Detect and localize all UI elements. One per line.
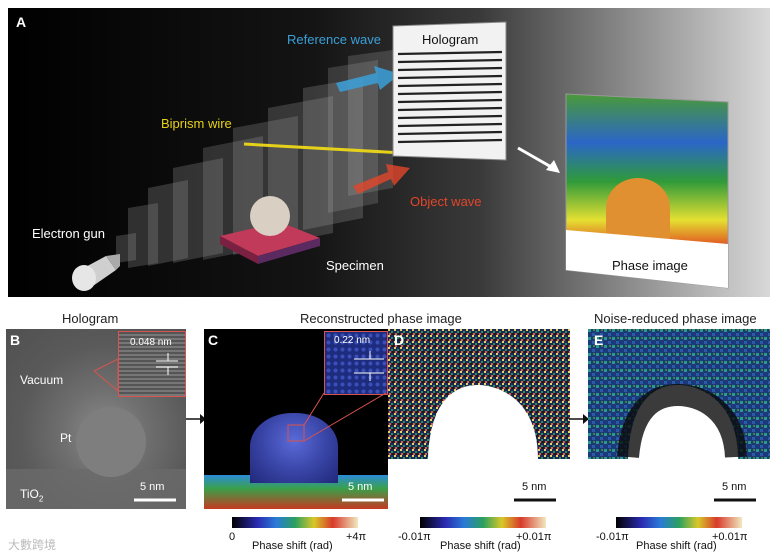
inset-spacing-label: 0.048 nm <box>130 337 172 348</box>
electron-gun-label: Electron gun <box>32 226 105 241</box>
panel-e: E 5 nm <box>588 329 770 509</box>
biprism-wire-line <box>243 142 404 155</box>
colorbar-e-min: -0.01π <box>596 531 629 543</box>
colorbar-d-label: Phase shift (rad) <box>440 540 521 552</box>
colorbar-e-label: Phase shift (rad) <box>636 540 717 552</box>
tio2-label: TiO2 <box>20 487 43 503</box>
phase-inset <box>324 331 388 395</box>
arrow-d-to-e <box>569 414 589 424</box>
colorbar-d <box>420 517 546 528</box>
panel-a-letter: A <box>16 14 27 30</box>
phase-image-label: Phase image <box>612 258 688 273</box>
colorbar-c-min: 0 <box>229 531 236 543</box>
colorbar-e <box>616 517 742 528</box>
biprism-wire-label: Biprism wire <box>161 116 232 131</box>
electron-gun-icon <box>72 254 120 291</box>
specimen-substrate <box>220 222 320 256</box>
specimen-particle <box>250 196 290 236</box>
panel-a: A Hologram Reference wave Biprism wire O… <box>8 8 770 297</box>
panel-b-title: Hologram <box>62 311 119 326</box>
inset-region-box <box>287 424 305 442</box>
colorbar-c-label: Phase shift (rad) <box>252 540 333 552</box>
panel-d: D 5 nm <box>388 329 570 509</box>
object-wave-arrow <box>353 164 410 194</box>
colorbar-c-max: +4π <box>346 531 367 543</box>
arrow-b-to-c <box>186 414 206 424</box>
colorbar-c <box>232 517 358 528</box>
reference-wave-arrow <box>336 66 400 92</box>
panel-b-letter: B <box>10 332 21 348</box>
inset-spacing-label-c: 0.22 nm <box>334 335 371 346</box>
panel-e-scalebar-label: 5 nm <box>722 481 747 493</box>
watermark: 大數跨境 <box>8 538 57 552</box>
colorbar-e-max: +0.01π <box>712 531 748 543</box>
tio2-subscript: 2 <box>38 494 44 504</box>
denoised-phase-region <box>588 329 770 459</box>
panel-d-letter: D <box>394 332 405 348</box>
object-wave-label: Object wave <box>410 194 482 209</box>
colorbar-d-max: +0.01π <box>516 531 552 543</box>
pt-label: Pt <box>60 431 72 445</box>
reference-wave-label: Reference wave <box>287 32 381 47</box>
panel-c: C 0.22 nm 5 nm <box>204 329 388 509</box>
inset-callout-lines <box>93 358 119 393</box>
specimen-label: Specimen <box>326 258 384 273</box>
panel-b-scalebar-label: 5 nm <box>140 481 165 493</box>
vacuum-label: Vacuum <box>20 373 64 387</box>
hologram-label: Hologram <box>422 32 479 47</box>
tio2-text: TiO <box>20 487 39 501</box>
panel-c-scalebar-label: 5 nm <box>348 481 373 493</box>
panel-b: B 0.048 nm Vacuum Pt TiO2 5 nm <box>6 329 186 509</box>
panel-e-letter: E <box>594 332 604 348</box>
panel-c-letter: C <box>208 332 219 348</box>
panel-e-title: Noise-reduced phase image <box>594 311 757 326</box>
output-arrow <box>517 146 554 170</box>
noisy-phase-region <box>388 329 570 459</box>
panel-c-title: Reconstructed phase image <box>300 311 462 326</box>
colorbar-d-min: -0.01π <box>398 531 431 543</box>
pt-particle <box>76 407 146 477</box>
panel-d-scalebar-label: 5 nm <box>522 481 547 493</box>
